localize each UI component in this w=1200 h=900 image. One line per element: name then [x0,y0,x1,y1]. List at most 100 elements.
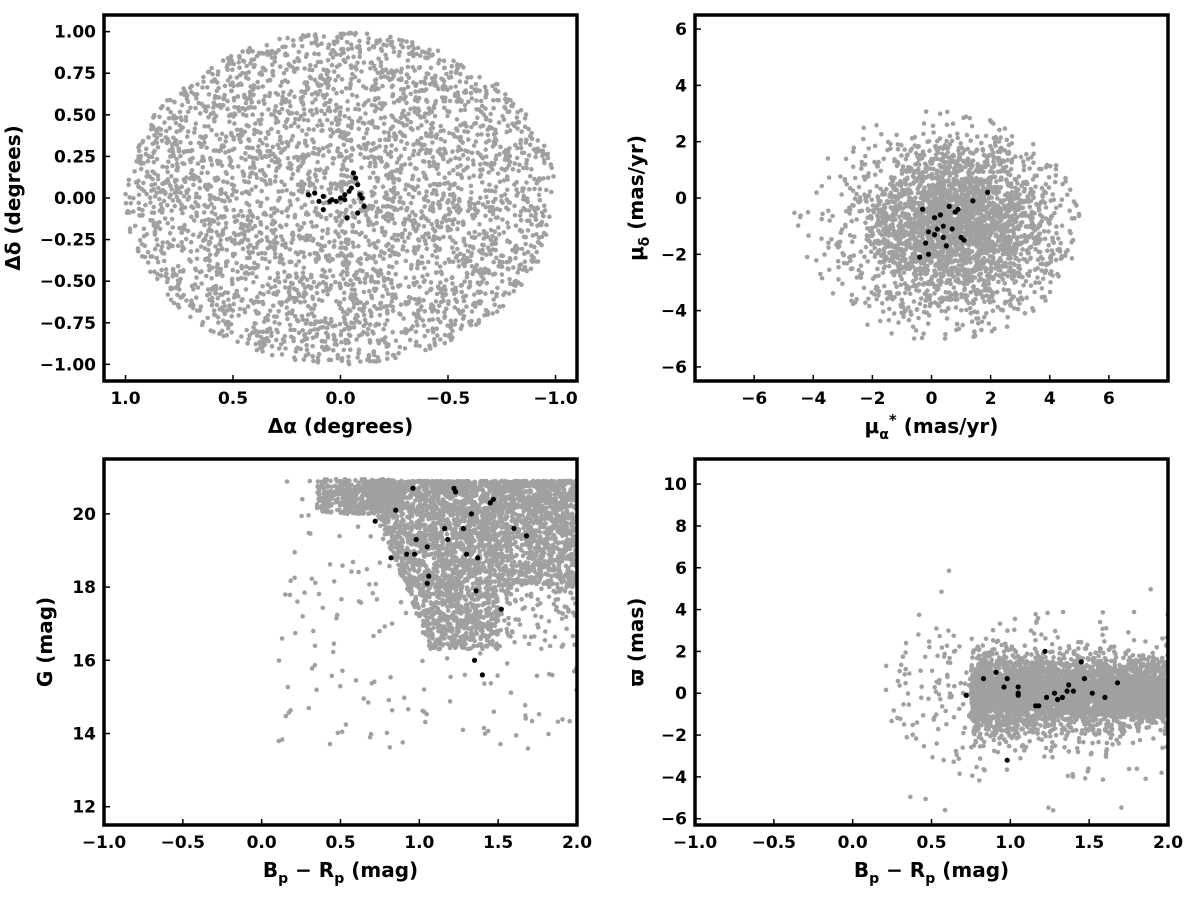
background-point [535,138,541,143]
background-point [472,201,478,207]
background-point [235,339,240,345]
background-point [206,228,211,234]
background-point [423,347,428,353]
background-point [283,245,289,250]
background-point [262,251,268,256]
background-point [403,275,409,281]
background-point [528,173,533,179]
background-point [250,265,256,271]
background-point [325,85,331,90]
background-point [200,154,205,160]
background-point [139,242,145,247]
background-point [422,111,428,116]
background-point [194,191,199,196]
background-point [438,299,444,305]
background-point [362,280,368,285]
background-point [212,119,217,124]
background-point [411,53,416,59]
background-point [301,220,307,226]
background-point [414,280,420,285]
background-point [451,167,456,173]
background-point [315,151,321,157]
background-point [380,294,385,299]
background-point [417,284,422,290]
background-point [258,220,263,225]
background-point [204,145,209,150]
background-point [261,336,266,342]
background-point [287,99,292,105]
background-point [366,46,372,52]
member-point [320,207,326,213]
member-point [344,215,350,221]
background-point [308,76,314,81]
background-point [258,200,264,206]
background-point [187,257,192,262]
background-point [852,196,858,201]
background-point [296,141,302,146]
background-point [1024,295,1029,301]
background-point [216,95,222,100]
background-point [308,321,313,326]
background-point [1005,157,1010,163]
background-point [500,200,505,205]
background-point [395,232,401,238]
background-point [495,215,501,220]
background-point [144,146,149,152]
background-point [437,151,443,156]
background-point [401,316,407,321]
background-point [170,163,175,169]
background-point [325,335,331,340]
background-point [322,102,327,108]
background-point [195,175,201,180]
background-point [341,173,347,178]
background-point [180,160,185,166]
background-point [209,162,215,168]
background-point [511,282,516,287]
background-point [294,110,300,116]
background-point [429,286,434,292]
background-point [528,243,534,248]
background-point [1004,137,1010,143]
background-point [232,121,237,126]
background-point [972,333,978,339]
background-point [270,62,275,67]
background-point [153,127,158,132]
background-point [448,325,454,331]
background-point [313,319,318,325]
background-point [295,197,300,202]
background-point [882,283,887,289]
background-point [161,258,167,264]
background-point [215,249,220,255]
background-point [374,40,379,46]
background-point [442,310,447,315]
background-point [541,230,547,236]
background-point [432,113,438,119]
background-point [294,144,300,149]
background-point [453,70,459,76]
background-point [488,118,493,123]
background-point [279,352,285,357]
background-point [469,190,474,195]
background-point [138,166,144,172]
background-point [378,75,384,80]
background-point [287,273,293,279]
background-point [494,153,499,158]
background-point [149,188,154,193]
background-point [248,171,253,177]
background-point [305,87,310,92]
background-point [282,269,287,275]
background-point [404,39,409,44]
background-point [398,42,404,48]
background-point [483,188,488,193]
background-point [148,254,153,259]
background-point [174,190,180,195]
background-point [183,118,189,123]
background-point [450,281,455,286]
background-point [313,167,319,173]
background-point [258,130,263,136]
background-point [330,55,336,60]
background-point [272,50,278,56]
background-point [346,115,352,121]
background-point [451,288,457,293]
background-point [333,186,339,192]
